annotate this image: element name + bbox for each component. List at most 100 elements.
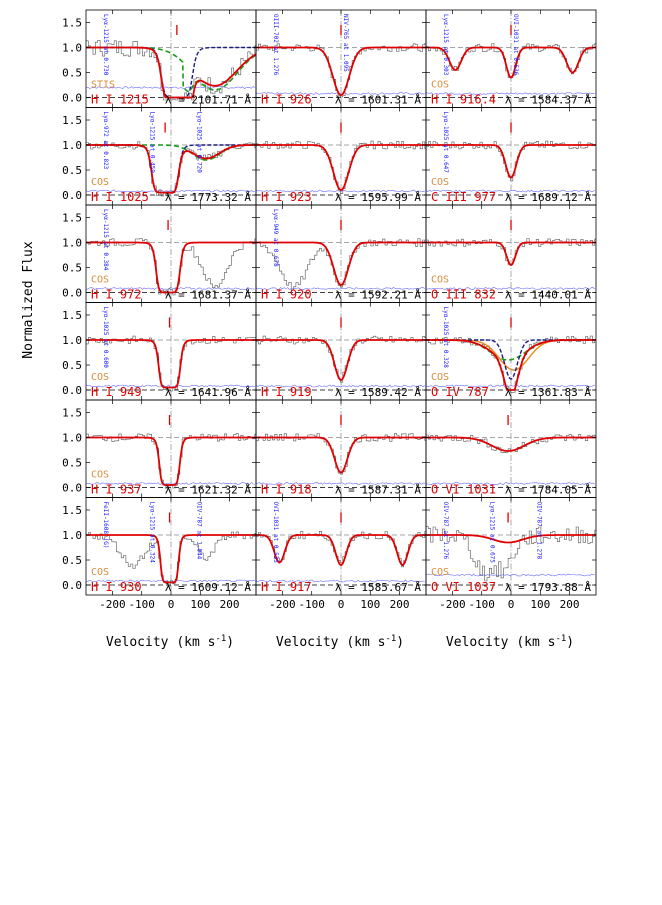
ion-label: H I 972 [91,288,142,302]
error-spectrum [426,92,595,95]
y-tick-label: 1.0 [62,42,82,55]
blend-annotation: Lyα-1215 at 0.324 [149,502,156,564]
wavelength-label: λ = 1784.05 Å [505,484,591,497]
ion-label: O IV 787 [431,385,489,399]
wavelength-label: λ = 1440.01 Å [505,289,591,302]
blend-annotation: OVI-1031 at 0.536 [512,14,519,76]
blend-annotation: NIV-765 at 1.095 [342,14,349,72]
y-tick-label: 1.5 [62,407,82,420]
y-tick-label: 0.0 [62,384,82,397]
total-fit [256,241,426,286]
x-axis-title-col1-text: Velocity (km s [106,635,216,650]
y-tick-label: 1.0 [62,529,82,542]
ion-label: O VI 1037 [431,580,496,594]
wavelength-label: λ = 1689.12 Å [505,191,591,204]
wavelength-label: λ = 1621.32 Å [165,484,251,497]
instrument-label: COS [431,372,449,383]
instrument-label: COS [431,177,449,188]
panel-17: -200 -100 0 100 200 H I 917 λ = 1585.67 Å OVI-1… [255,497,427,611]
x-axis-title-col3-close: ) [566,635,574,650]
panel-plot-area [86,141,256,197]
wavelength-label: λ = 2101.71 Å [165,94,251,107]
x-tick-label: -200 [269,598,296,611]
ion-label: C III 977 [431,190,496,204]
total-fit [86,339,256,389]
total-fit [426,534,596,544]
wavelength-label: λ = 1793.88 Å [505,581,591,594]
total-fit [86,534,256,584]
wavelength-label: λ = 1587.31 Å [335,484,421,497]
blend-annotation: Lyα-1215 at 0.675 [489,502,496,564]
x-tick-label: -200 [99,598,126,611]
total-fit [426,241,596,266]
blend-annotation: Lyα-1025 at 0.600 [102,307,109,369]
flux-data [86,40,256,101]
panel-2: H I 926 λ = 1601.31 Å OIII-702 at 1.276 NIV… [255,9,427,108]
y-tick-label: 0.5 [62,554,82,567]
wavelength-label: λ = 1589.42 Å [335,386,421,399]
y-tick-label: 1.0 [62,139,82,152]
panel-plot-area [86,335,256,392]
y-tick-label: 0.5 [62,262,82,275]
panel-plot-area [426,238,596,290]
panel-15: O VI 1031 λ = 1784.05 Å [425,399,597,498]
error-spectrum [426,482,595,485]
instrument-label: COS [91,567,109,578]
panel-plot-area [86,433,256,489]
y-tick-label: 1.0 [62,432,82,445]
error-spectrum [256,579,425,583]
error-spectrum [256,482,425,485]
flux-data [86,531,256,587]
x-axis-title-col3-text: Velocity (km s [446,635,556,650]
blend-annotation: Lyα-972 at 0.823 [102,112,109,170]
ion-label: H I 916.4 [431,93,496,107]
blend-annotation: OIV-787 at 1.044 [195,502,202,560]
panel-6: C III 977 λ = 1689.12 Å COS Lyα-1025 at 0.6… [425,107,597,206]
ion-label: H I 926 [261,93,312,107]
ion-label: O III 832 [431,288,496,302]
error-spectrum [426,384,595,388]
panel-16: 0.0 0.5 1.0 1.5 -200 -100 0 100 200 H I 930 λ = 16… [62,497,257,611]
flux-data [426,335,596,393]
blend-annotation: Lyα-1215 at 0.459 [149,112,156,174]
ion-label: H I 1215 [91,93,149,107]
x-axis-title-col1: Velocity (km s-1) [106,634,234,650]
x-axis-title-col1-exp: -1 [215,634,226,644]
wavelength-label: λ = 1592.21 Å [335,289,421,302]
panel-4: 0.0 0.5 1.0 1.5 H I 1025 λ = 1773.32 Å COS Lyα-… [62,107,257,206]
wavelength-label: λ = 1773.32 Å [165,191,251,204]
x-tick-label: 100 [360,598,380,611]
total-fit [426,46,596,79]
panel-11: H I 919 λ = 1589.42 Å [255,302,427,401]
ion-label: O VI 1031 [431,483,496,497]
total-fit [86,46,256,99]
instrument-label: COS [431,275,449,286]
panel-7: 0.0 0.5 1.0 1.5 H I 972 λ = 1681.37 Å COS Lyα-1… [62,204,257,303]
wavelength-label: λ = 1681.37 Å [165,289,251,302]
y-tick-label: 1.5 [62,309,82,322]
panel-plot-area [256,238,426,291]
panel-12: O IV 787 λ = 1361.83 Å COS Lyα-1025 at 0.32… [425,302,597,401]
x-axis-title-col2-exp: -1 [385,634,396,644]
instrument-label: COS [91,177,109,188]
y-tick-label: 1.5 [62,504,82,517]
x-tick-label: 200 [560,598,580,611]
x-axis-titles: Velocity (km s-1) Velocity (km s-1) Velo… [106,634,574,650]
x-axis-title-col3: Velocity (km s-1) [446,634,574,650]
x-tick-label: -100 [128,598,155,611]
blend-annotation: Lyα-1215 at 0.384 [102,209,109,271]
y-tick-label: 1.5 [62,114,82,127]
instrument-label: COS [91,470,109,481]
ion-label: H I 920 [261,288,312,302]
ion-label: H I 937 [91,483,142,497]
x-axis-title-col2: Velocity (km s-1) [276,634,404,650]
flux-data [86,335,256,392]
panel-plot-area [256,335,426,388]
y-tick-label: 0.5 [62,457,82,470]
y-tick-label: 0.0 [62,189,82,202]
panel-plot-area [426,526,596,582]
instrument-label: COS [431,567,449,578]
panel-3: H I 916.4 λ = 1584.37 Å COS Lyα-1215 at 0.3… [425,9,597,108]
wavelength-label: λ = 1595.99 Å [335,191,421,204]
